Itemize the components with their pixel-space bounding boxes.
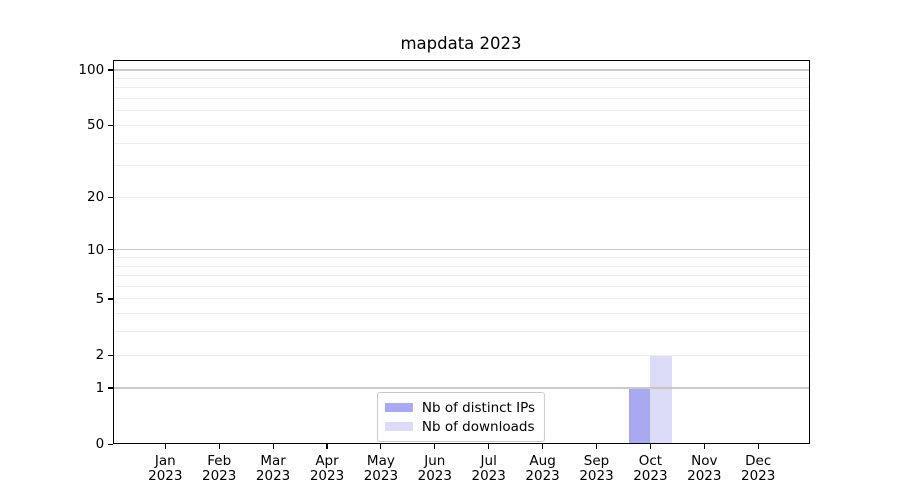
x-tick-year: 2023 [417,468,452,485]
y-tickmark [108,443,113,445]
x-tick-label-may: May 2023 [349,452,413,485]
y-tickmark [108,354,113,356]
x-tickmark [703,444,705,449]
x-tick-label-oct: Oct 2023 [618,452,682,485]
y-tick-label: 20 [87,189,105,206]
gridline-minor [112,354,810,356]
x-tick-month: Jan [154,452,176,469]
y-tick-label: 1 [95,380,105,397]
gridline-minor [112,257,810,259]
x-tick-month: Aug [529,452,556,469]
x-tick-label-nov: Nov 2023 [672,452,736,485]
y-tick-label: 10 [87,241,105,258]
x-tickmark [380,444,382,449]
x-tick-year: 2023 [471,468,506,485]
legend: Nb of distinct IPs Nb of downloads [376,392,546,442]
y-tickmark [108,196,113,198]
x-tick-month: Nov [691,452,718,469]
gridline-minor [112,331,810,333]
x-tickmark [434,444,436,449]
bar-nb-of-distinct-ips-oct [629,388,651,445]
chart-title: mapdata 2023 [400,34,522,53]
gridline-major [112,69,810,71]
x-tick-label-mar: Mar 2023 [241,452,305,485]
x-tick-year: 2023 [148,468,183,485]
y-tickmark [108,69,113,71]
x-tick-label-apr: Apr 2023 [295,452,359,485]
x-tick-month: Apr [315,452,339,469]
x-tickmark [757,444,759,449]
x-tickmark [595,444,598,449]
gridline-minor [112,110,810,112]
x-tick-year: 2023 [633,468,668,485]
legend-swatch-downloads [384,421,413,432]
gridline-minor [112,87,810,89]
x-tickmark [164,444,166,449]
legend-row-distinct-ips: Nb of distinct IPs [384,398,536,417]
x-tickmark [542,444,544,449]
gridline-minor [112,275,810,277]
x-tick-label-sep: Sep 2023 [565,452,629,485]
x-tick-label-jul: Jul 2023 [457,452,521,485]
gridline-minor [112,124,810,126]
gridline-minor [112,77,810,79]
gridline-minor [112,313,810,315]
x-tick-year: 2023 [741,468,776,485]
gridline-minor [112,142,810,144]
y-tick-label: 0 [95,436,105,453]
y-tickmark [108,124,113,126]
x-tick-label-dec: Dec 2023 [726,452,790,485]
gridline-minor [112,98,810,100]
bar-nb-of-downloads-oct [650,355,672,445]
x-tickmark [218,444,220,449]
x-tick-year: 2023 [363,468,399,485]
x-tickmark [649,444,651,449]
legend-swatch-distinct-ips [384,402,413,413]
x-tick-label-jun: Jun 2023 [403,452,467,485]
gridline-minor [112,285,810,287]
gridline-major [112,249,810,251]
x-tick-year: 2023 [525,468,560,485]
x-tick-year: 2023 [687,468,722,485]
x-tick-month: Mar [260,452,286,469]
x-tick-month: Feb [207,452,232,469]
x-tick-month: Dec [745,452,772,469]
y-tickmark [108,249,113,251]
gridline-major [112,387,810,389]
x-tickmark [272,444,274,449]
x-tick-month: Jul [480,452,497,469]
y-tick-label: 100 [78,62,105,78]
y-tick-label: 5 [95,290,105,307]
legend-row-downloads: Nb of downloads [384,417,535,436]
y-tick-label: 2 [95,347,105,364]
x-tick-year: 2023 [579,468,614,485]
x-tick-year: 2023 [255,468,291,485]
legend-label-downloads: Nb of downloads [421,418,535,435]
gridline-minor [112,165,810,167]
y-tickmark [108,387,113,389]
x-tick-label-aug: Aug 2023 [511,452,575,485]
x-tick-month: Sep [583,452,610,469]
x-tick-year: 2023 [202,468,237,485]
x-tick-month: Jun [424,452,446,469]
gridline-minor [112,265,810,267]
x-tick-label-jan: Jan 2023 [133,452,197,485]
y-tick-label: 50 [87,117,105,134]
gridline-minor [112,298,810,300]
y-tickmark [108,298,113,300]
x-tickmark [326,444,328,449]
gridline-minor [112,196,810,198]
x-tickmark [488,444,490,449]
x-tick-month: Oct [638,452,663,469]
x-tick-year: 2023 [309,468,345,485]
x-tick-month: May [366,452,395,469]
legend-label-distinct-ips: Nb of distinct IPs [421,399,536,416]
x-tick-label-feb: Feb 2023 [187,452,251,485]
